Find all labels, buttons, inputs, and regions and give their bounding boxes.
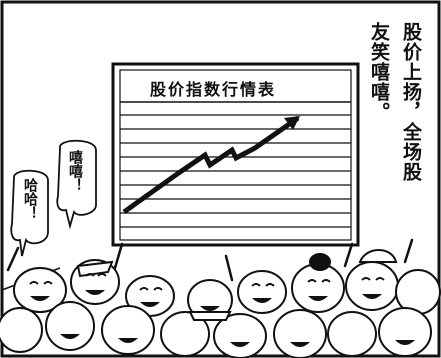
closed-eyes bbox=[29, 273, 385, 291]
stock-chart-board bbox=[111, 62, 360, 247]
speech-bubble-upper bbox=[56, 139, 97, 230]
crowd bbox=[0, 259, 441, 358]
chart-title: 股价指数行情表 bbox=[150, 80, 277, 99]
smiling-mouths bbox=[30, 290, 415, 347]
caption-line-2: 友笑嘻嘻。 bbox=[368, 22, 390, 122]
hats-and-hair bbox=[76, 249, 398, 321]
speech-bubble-upper-text: 嘻嘻！ bbox=[67, 150, 83, 192]
caption-line-1: 股价上扬，全场股 bbox=[400, 22, 422, 182]
raised-arms bbox=[6, 238, 414, 282]
speech-bubble-lower-text: 哈哈！ bbox=[22, 178, 38, 220]
chart-gridlines bbox=[120, 114, 351, 228]
arrow-head-icon bbox=[284, 116, 300, 130]
speech-bubble-lower bbox=[10, 169, 49, 257]
rising-trend-arrow bbox=[122, 115, 300, 215]
